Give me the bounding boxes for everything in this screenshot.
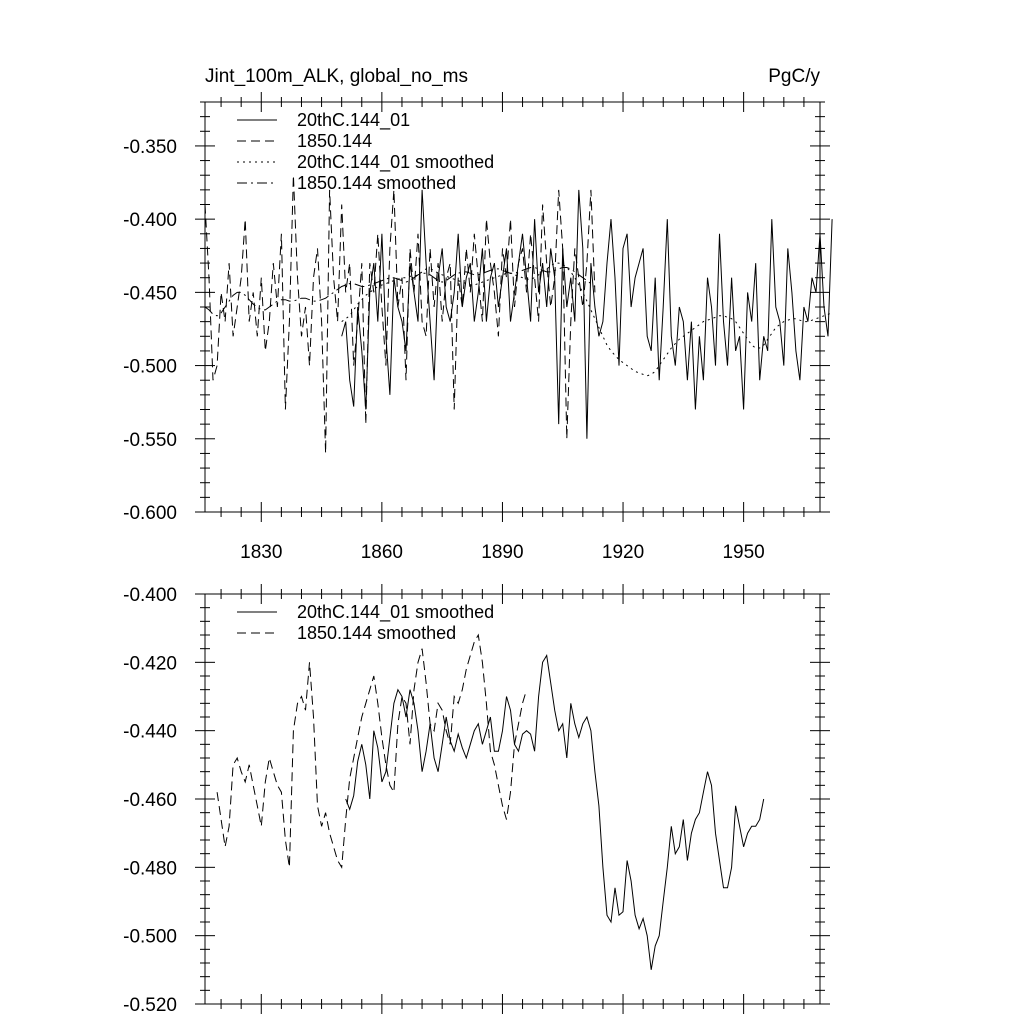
x-tick-label: 1890 bbox=[481, 542, 523, 563]
top-panel-title: Jint_100m_ALK, global_no_ms bbox=[205, 66, 468, 87]
legend-label: 1850.144 smoothed bbox=[297, 623, 456, 643]
top-panel-ticks bbox=[195, 92, 830, 522]
y-tick-label: -0.460 bbox=[123, 790, 177, 811]
y-tick-label: -0.520 bbox=[123, 995, 177, 1016]
y-tick-label: -0.350 bbox=[123, 137, 177, 158]
legend-label: 1850.144 bbox=[297, 131, 372, 151]
series-line-1 bbox=[341, 189, 833, 439]
top-panel-y-tick-labels: -0.350 -0.400 -0.450 -0.500 -0.550 -0.600 bbox=[123, 137, 177, 524]
y-tick-label: -0.420 bbox=[123, 653, 177, 674]
y-tick-label: -0.600 bbox=[123, 503, 177, 524]
bottom-panel-ticks bbox=[195, 584, 830, 1014]
bottom-panel: -0.400 -0.420 -0.440 -0.460 -0.480 -0.500 -0.5… bbox=[123, 584, 830, 1016]
series-line-2 bbox=[204, 175, 596, 454]
bottom-panel-frame bbox=[204, 593, 821, 1005]
top-panel-x-tick-labels: 1830 1860 1890 1920 1950 bbox=[240, 542, 765, 563]
legend-label: 20thC.144_01 bbox=[297, 110, 410, 131]
y-tick-label: -0.550 bbox=[123, 430, 177, 451]
bottom-panel-y-tick-labels: -0.400 -0.420 -0.440 -0.460 -0.480 -0.500 -0.5… bbox=[123, 585, 177, 1016]
series-line-1 bbox=[345, 654, 765, 970]
y-tick-label: -0.500 bbox=[123, 357, 177, 378]
top-panel: Jint_100m_ALK, global_no_ms PgC/y -0.350… bbox=[123, 66, 833, 563]
x-tick-label: 1950 bbox=[722, 542, 764, 563]
series-line-4 bbox=[204, 267, 596, 317]
legend-label: 1850.144 smoothed bbox=[297, 173, 456, 193]
legend-label: 20thC.144_01 smoothed bbox=[297, 152, 494, 173]
y-tick-label: -0.400 bbox=[123, 585, 177, 606]
x-tick-label: 1830 bbox=[240, 542, 282, 563]
x-tick-label: 1920 bbox=[602, 542, 644, 563]
y-tick-label: -0.450 bbox=[123, 283, 177, 304]
top-panel-series bbox=[204, 175, 833, 454]
series-line-3 bbox=[341, 262, 833, 377]
series-line-2 bbox=[216, 633, 528, 869]
legend-label: 20thC.144_01 smoothed bbox=[297, 602, 494, 623]
x-tick-label: 1860 bbox=[361, 542, 403, 563]
y-tick-label: -0.400 bbox=[123, 210, 177, 231]
y-tick-label: -0.440 bbox=[123, 722, 177, 743]
top-panel-units: PgC/y bbox=[768, 66, 820, 87]
bottom-panel-series bbox=[216, 633, 765, 970]
y-tick-label: -0.500 bbox=[123, 927, 177, 948]
y-tick-label: -0.480 bbox=[123, 858, 177, 879]
